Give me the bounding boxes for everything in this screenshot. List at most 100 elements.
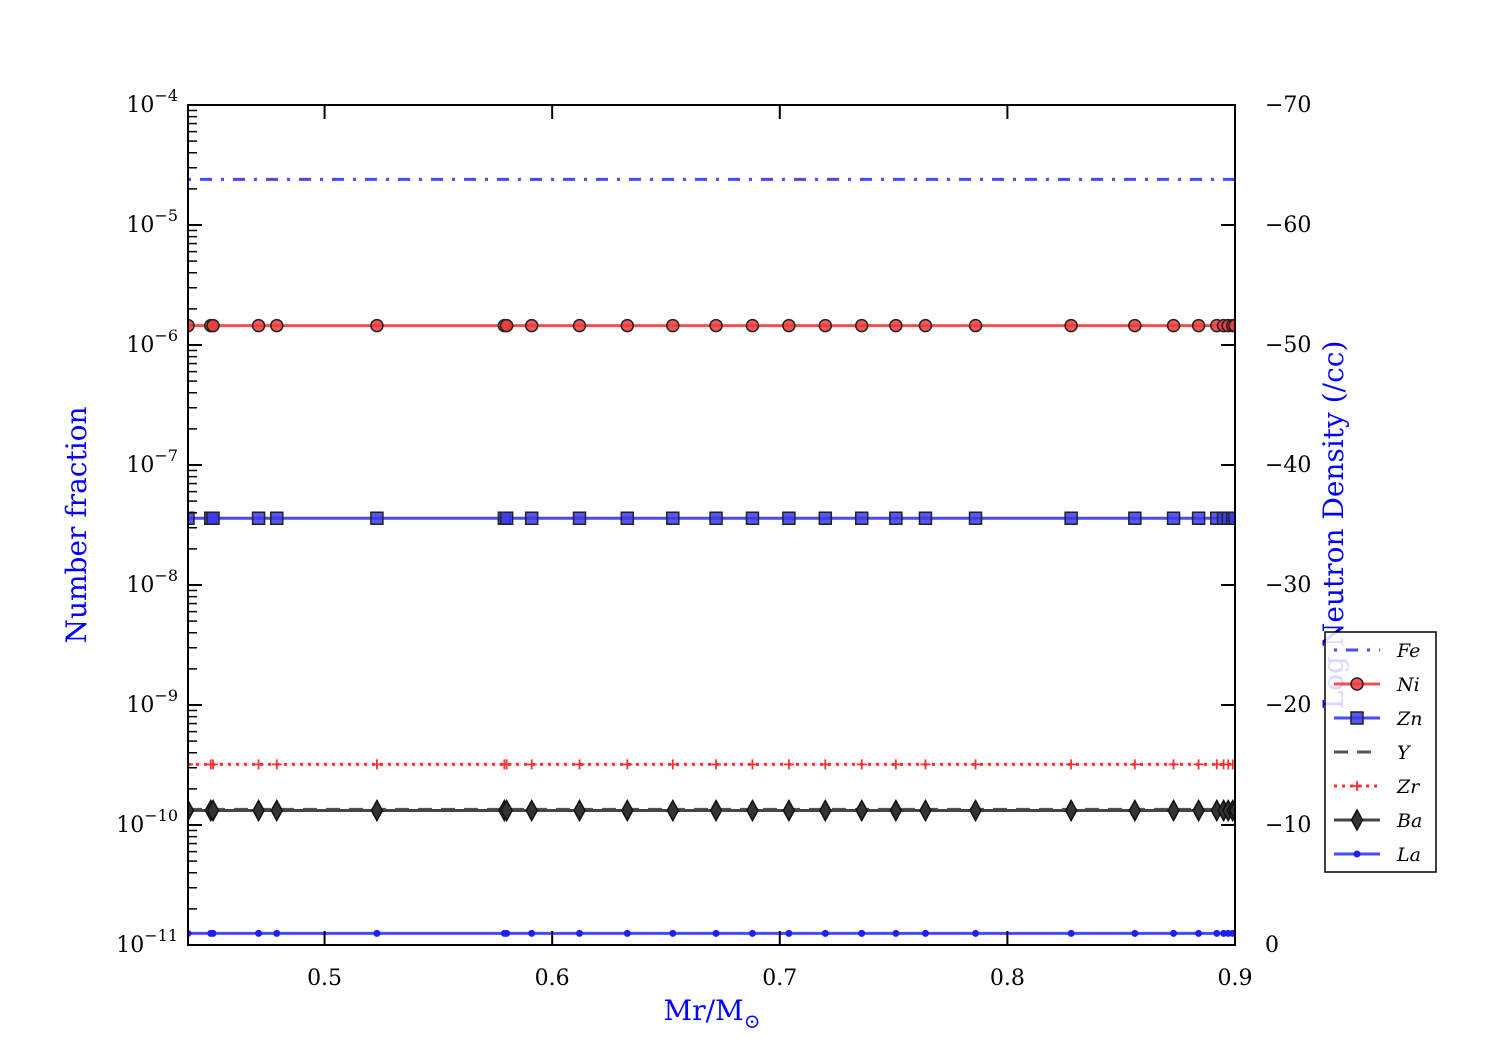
y-right-tick-label: −50 bbox=[1265, 333, 1311, 358]
y-right-tick-label: −60 bbox=[1265, 213, 1311, 238]
data-point-ba bbox=[1228, 798, 1235, 823]
data-point-ni bbox=[1064, 318, 1078, 333]
data-point-ni bbox=[782, 318, 796, 333]
data-point-ba bbox=[573, 798, 586, 823]
data-point-zr bbox=[747, 759, 758, 770]
data-point-zn bbox=[818, 511, 833, 525]
data-point-ni bbox=[572, 318, 587, 333]
y-left-tick-label: 10−8 bbox=[126, 566, 178, 598]
y-right-tick-label: −30 bbox=[1265, 573, 1311, 598]
data-point-ni bbox=[620, 318, 635, 333]
data-point-la bbox=[273, 929, 281, 937]
data-point-la bbox=[1213, 929, 1221, 937]
data-point-ni bbox=[745, 318, 760, 333]
legend-label-y: Y bbox=[1397, 742, 1412, 764]
data-point-la bbox=[748, 929, 756, 937]
legend-marker-ni bbox=[1350, 677, 1364, 691]
y-right-tick-label: 0 bbox=[1265, 933, 1279, 958]
data-point-ni bbox=[370, 318, 384, 333]
data-point-zr bbox=[1193, 759, 1204, 770]
data-point-zr bbox=[371, 759, 382, 770]
legend-label-ba: Ba bbox=[1396, 810, 1422, 832]
data-point-la bbox=[712, 929, 720, 937]
legend-label-zr: Zr bbox=[1396, 776, 1421, 798]
data-point-zr bbox=[501, 759, 512, 770]
data-point-zn bbox=[918, 511, 933, 525]
legend-marker-la bbox=[1353, 850, 1361, 858]
data-point-ni bbox=[918, 318, 933, 333]
data-point-zr bbox=[622, 759, 633, 770]
data-point-la bbox=[1131, 929, 1139, 937]
data-point-ba bbox=[206, 798, 220, 823]
data-point-ni bbox=[1166, 318, 1181, 333]
data-point-ni bbox=[499, 318, 514, 333]
data-point-ba bbox=[1167, 798, 1180, 823]
data-point-la bbox=[892, 929, 900, 937]
data-point-la bbox=[255, 929, 263, 937]
data-point-ba bbox=[370, 798, 384, 823]
data-point-ni bbox=[818, 318, 833, 333]
data-point-la bbox=[821, 929, 829, 937]
data-point-ni bbox=[1128, 318, 1142, 333]
data-point-ni bbox=[889, 318, 903, 333]
x-tick-label: 0.9 bbox=[1218, 966, 1253, 991]
legend-label-fe: Fe bbox=[1396, 640, 1420, 662]
series-ni bbox=[188, 318, 1235, 333]
data-point-zn bbox=[854, 511, 869, 525]
data-point-zn bbox=[745, 511, 760, 525]
data-point-la bbox=[209, 929, 217, 937]
y-left-tick-label: 10−10 bbox=[116, 806, 178, 838]
data-point-ni bbox=[854, 318, 869, 333]
data-point-ni bbox=[666, 318, 680, 333]
data-point-ni bbox=[968, 318, 983, 333]
y-right-tick-label: −20 bbox=[1265, 693, 1311, 718]
x-axis-label: Mr/M⊙ bbox=[664, 994, 761, 1033]
data-point-zn bbox=[709, 511, 723, 525]
data-point-ba bbox=[1064, 798, 1078, 823]
data-point-zr bbox=[271, 759, 282, 770]
legend-label-zn: Zn bbox=[1396, 708, 1422, 730]
data-point-zn bbox=[620, 511, 635, 525]
data-point-zn bbox=[889, 511, 903, 525]
data-point-la bbox=[623, 929, 631, 937]
data-point-zn bbox=[1064, 511, 1078, 525]
data-point-ba bbox=[666, 798, 680, 823]
data-point-zn bbox=[1166, 511, 1181, 525]
data-point-ba bbox=[1128, 798, 1142, 823]
data-point-zr bbox=[667, 759, 678, 770]
data-point-la bbox=[1170, 929, 1178, 937]
legend-marker-ba bbox=[1350, 808, 1364, 832]
plot-frame bbox=[187, 104, 1236, 946]
data-point-zn bbox=[1191, 511, 1206, 525]
data-point-zn bbox=[499, 511, 514, 525]
data-point-la bbox=[575, 929, 583, 937]
data-point-zr bbox=[890, 759, 901, 770]
data-point-la bbox=[503, 929, 511, 937]
data-point-la bbox=[858, 929, 866, 937]
data-point-la bbox=[373, 929, 381, 937]
data-point-zr bbox=[856, 759, 867, 770]
data-point-zr bbox=[208, 759, 219, 770]
series-ba bbox=[188, 798, 1235, 823]
data-point-zr bbox=[711, 759, 722, 770]
data-point-zr bbox=[1168, 759, 1179, 770]
data-point-zr bbox=[1230, 759, 1235, 770]
series-zr bbox=[188, 759, 1235, 770]
legend-label-la: La bbox=[1396, 844, 1421, 866]
x-tick-label: 0.5 bbox=[307, 966, 342, 991]
y-left-tick-label: 10−7 bbox=[126, 446, 178, 478]
data-point-zn bbox=[206, 511, 220, 525]
series-layer bbox=[188, 177, 1235, 937]
data-point-ba bbox=[855, 798, 869, 823]
y-left-tick-label: 10−5 bbox=[126, 206, 178, 238]
data-point-ni bbox=[251, 318, 266, 333]
y-axis-label-left: Number fraction bbox=[60, 406, 93, 643]
data-point-ba bbox=[782, 798, 796, 823]
data-point-ni bbox=[1228, 318, 1235, 333]
data-point-zn bbox=[572, 511, 587, 525]
data-point-ba bbox=[709, 798, 723, 823]
data-point-zn bbox=[968, 511, 983, 525]
data-point-ni bbox=[270, 318, 284, 333]
y-left-tick-label: 10−11 bbox=[116, 926, 178, 958]
y-left-tick-label: 10−9 bbox=[126, 686, 178, 718]
